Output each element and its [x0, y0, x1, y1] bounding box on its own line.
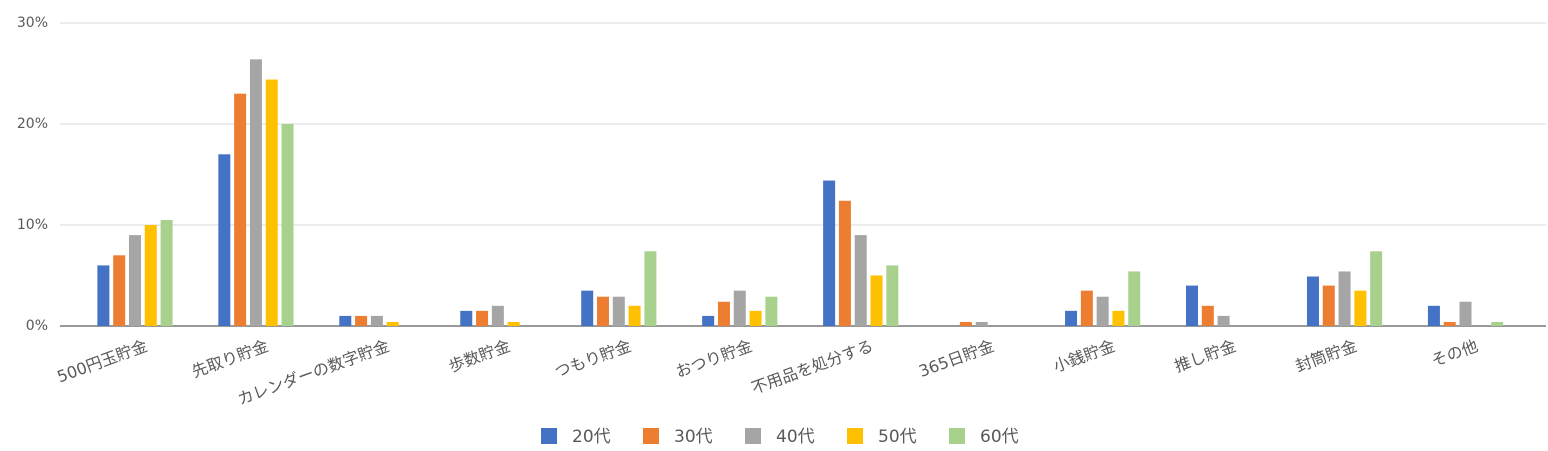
bar: [1459, 301, 1472, 326]
legend-label: 40代: [776, 427, 815, 447]
bar: [1306, 276, 1319, 326]
bar: [507, 321, 520, 326]
bar: [265, 79, 278, 326]
bar: [386, 321, 399, 326]
legend-swatch: [541, 428, 557, 444]
legend-label: 60代: [980, 427, 1019, 447]
bar: [838, 200, 851, 326]
bar: [1322, 285, 1335, 326]
x-tick-label: おつり貯金: [673, 336, 755, 381]
bar: [97, 265, 110, 326]
y-tick-label: 30%: [17, 15, 48, 31]
bar: [823, 180, 836, 326]
x-tick-label: 365日貯金: [916, 336, 996, 381]
legend-label: 50代: [878, 427, 917, 447]
bar: [1370, 251, 1383, 326]
bar: [281, 124, 294, 326]
bar: [491, 305, 504, 326]
bar: [1443, 321, 1456, 326]
legend-label: 20代: [572, 427, 611, 447]
legend-swatch: [949, 428, 965, 444]
x-tick-label: 推し貯金: [1172, 336, 1239, 376]
legend-swatch: [745, 428, 761, 444]
bar: [234, 93, 247, 326]
y-tick-label: 10%: [17, 217, 48, 233]
x-tick-label: 500円玉貯金: [55, 336, 150, 386]
bar: [128, 235, 141, 326]
bar: [854, 235, 867, 326]
x-tick-label: その他: [1429, 336, 1481, 370]
bar: [733, 290, 746, 326]
bar: [597, 296, 610, 326]
bar: [1096, 296, 1109, 326]
bar: [1080, 290, 1093, 326]
bar: [628, 305, 641, 326]
bar: [886, 265, 899, 326]
bar: [1186, 285, 1199, 326]
bar: [355, 315, 368, 326]
bar: [160, 219, 173, 326]
bar: [1427, 305, 1440, 326]
bar: [460, 310, 473, 326]
bar: [476, 310, 489, 326]
bar: [749, 310, 762, 326]
bar: [702, 315, 715, 326]
x-tick-label: 歩数貯金: [446, 336, 513, 376]
x-tick-label: 不用品を処分する: [749, 336, 876, 398]
bar: [1112, 310, 1125, 326]
bar: [1491, 321, 1504, 326]
bar: [1201, 305, 1214, 326]
bar: [959, 321, 972, 326]
legend-swatch: [847, 428, 863, 444]
x-tick-label: 小銭貯金: [1051, 336, 1118, 376]
bar: [1217, 315, 1230, 326]
legend-label: 30代: [674, 427, 713, 447]
bar: [581, 290, 594, 326]
y-tick-label: 20%: [17, 116, 48, 132]
bar: [339, 315, 352, 326]
bar: [975, 321, 988, 326]
bar: [218, 154, 231, 326]
bar: [1338, 271, 1351, 326]
x-tick-label: つもり貯金: [552, 336, 634, 381]
x-tick-label: 封筒貯金: [1293, 336, 1360, 376]
x-tick-label: 先取り貯金: [189, 336, 271, 381]
bar: [765, 296, 778, 326]
y-tick-label: 0%: [26, 318, 48, 334]
bar: [370, 315, 383, 326]
bar: [870, 275, 883, 326]
bar: [144, 225, 157, 326]
bar: [249, 59, 262, 327]
bar: [1065, 310, 1078, 326]
bar: [113, 255, 126, 326]
legend-swatch: [643, 428, 659, 444]
bar: [1354, 290, 1367, 326]
bar: [717, 301, 730, 326]
bar: [612, 296, 625, 326]
bar: [1128, 271, 1141, 326]
bar: [644, 251, 657, 326]
